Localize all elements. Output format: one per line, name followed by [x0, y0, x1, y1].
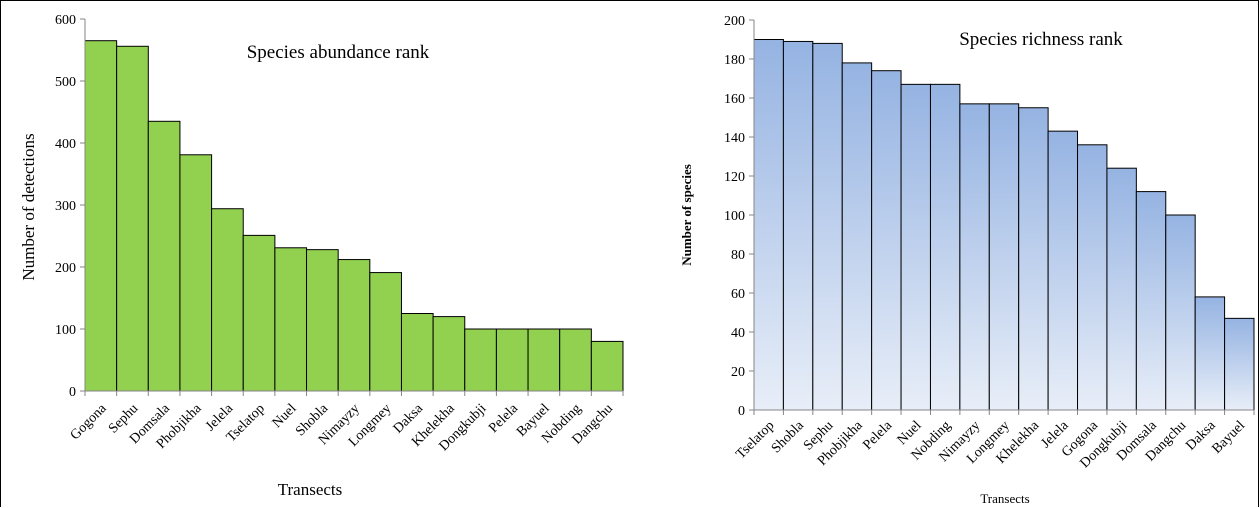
richness-y-tick-label: 160 [724, 92, 745, 107]
richness-chart: Species richness rank Number of species … [679, 14, 1255, 506]
richness-chart-title: Species richness rank [959, 29, 1123, 50]
richness-x-tick-label: Tselatop [734, 418, 778, 462]
abundance-bar-nimayzy [337, 259, 371, 392]
richness-y-tick-label: 20 [731, 365, 745, 380]
abundance-bar-jelela [211, 208, 244, 392]
richness-x-tick-label: Pelela [860, 418, 895, 453]
abundance-x-axis-label: Transects [278, 480, 343, 499]
abundance-x-ticks: GogonaSephuDomsalaPhobjikhaJelelaTselato… [68, 391, 624, 454]
abundance-x-tick-label: Gogona [68, 401, 111, 444]
abundance-bar-longmey [369, 272, 402, 392]
abundance-bar-pelela [495, 328, 529, 392]
richness-bar-jelela [1047, 130, 1079, 411]
abundance-bar-dangchu [590, 340, 624, 392]
abundance-bar-daksa [400, 313, 434, 392]
abundance-y-tick-label: 100 [55, 323, 76, 338]
richness-bar-domsala [1135, 191, 1167, 411]
richness-bar-gogona [1077, 144, 1108, 411]
richness-y-tick-label: 140 [724, 131, 745, 146]
richness-x-tick-label: Shobla [769, 418, 808, 457]
richness-y-tick-label: 0 [738, 404, 745, 419]
richness-bar-nimayzy [959, 103, 990, 411]
richness-bar-nobding [929, 83, 961, 411]
richness-bar-shobla [782, 40, 814, 411]
abundance-y-tick-label: 0 [69, 385, 76, 400]
abundance-bar-bayuel [527, 328, 561, 392]
abundance-bar-shobla [306, 249, 339, 392]
richness-bar-phobjikha [841, 62, 873, 411]
richness-bar-tselatop [753, 39, 784, 411]
richness-y-tick-label: 40 [731, 326, 745, 341]
richness-y-ticks: 0 20 40 60 80 100 120 140 160 180 200 [724, 14, 754, 419]
abundance-bar-domsala [147, 120, 181, 392]
richness-bars [753, 39, 1255, 411]
richness-x-tick-label: Bayuel [1209, 418, 1248, 457]
abundance-y-tick-label: 200 [55, 261, 76, 276]
richness-bar-nuel [900, 83, 931, 411]
richness-bar-bayuel [1224, 317, 1255, 411]
richness-bar-dangchu [1165, 214, 1196, 411]
richness-x-axis-label: Transects [980, 491, 1029, 506]
abundance-y-tick-label: 400 [55, 137, 76, 152]
abundance-y-tick-label: 300 [55, 199, 76, 214]
abundance-bar-khelekha [432, 316, 466, 392]
abundance-bar-tselatop [242, 234, 276, 392]
richness-y-tick-label: 200 [724, 14, 745, 29]
richness-bar-daksa [1194, 296, 1226, 411]
richness-bar-pelela [871, 70, 902, 411]
abundance-bar-gogona [84, 40, 118, 392]
richness-bar-sephu [812, 42, 843, 411]
abundance-bar-nobding [559, 328, 592, 392]
abundance-y-axis-label: Number of detections [19, 133, 38, 280]
richness-bar-dongkubji [1106, 167, 1137, 411]
abundance-chart: Species abundance rank Number of detecti… [19, 13, 624, 499]
abundance-chart-title: Species abundance rank [247, 42, 430, 63]
richness-bar-khelekha [1018, 107, 1049, 411]
richness-y-axis-label: Number of species [679, 164, 694, 266]
richness-y-tick-label: 100 [724, 209, 745, 224]
abundance-y-tick-label: 500 [55, 75, 76, 90]
abundance-bars [84, 40, 624, 392]
abundance-bar-sephu [116, 45, 149, 392]
richness-y-tick-label: 120 [724, 170, 745, 185]
abundance-bar-nuel [274, 247, 308, 392]
abundance-bar-phobjikha [179, 154, 213, 392]
abundance-y-ticks: 0 100 200 300 400 500 600 [55, 13, 85, 400]
richness-y-tick-label: 180 [724, 53, 745, 68]
abundance-y-tick-label: 600 [55, 13, 76, 28]
richness-y-tick-label: 60 [731, 287, 745, 302]
abundance-bar-dongkubji [464, 328, 497, 392]
richness-y-tick-label: 80 [731, 248, 745, 263]
richness-bar-longmey [988, 103, 1020, 411]
